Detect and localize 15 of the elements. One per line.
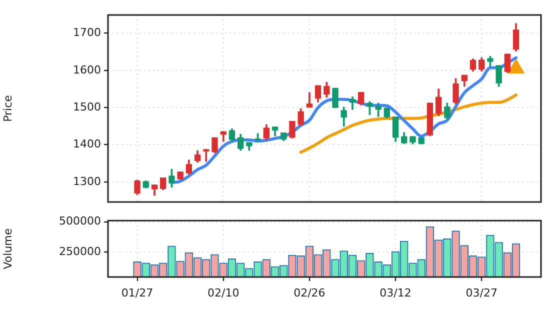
y-tick-label: 1400 (73, 138, 101, 151)
x-tick-label: 03/27 (466, 286, 498, 300)
y-tick-label: 500000 (59, 214, 101, 228)
x-tick-label: 02/10 (208, 286, 240, 300)
line-series (299, 93, 518, 154)
x-tick-label: 02/26 (294, 286, 326, 300)
y-tick-label: 250000 (59, 244, 101, 258)
y-tick-label: 1500 (73, 100, 101, 114)
y-tick-label: 1600 (73, 63, 101, 76)
y-axis-title: Volume (1, 228, 14, 270)
y-tick-label: 1700 (73, 26, 101, 40)
x-tick-label: 03/12 (380, 286, 412, 300)
y-axis-title: Price (1, 94, 14, 122)
y-tick-label: 1300 (73, 174, 101, 188)
x-tick-label: 01/27 (121, 286, 154, 300)
